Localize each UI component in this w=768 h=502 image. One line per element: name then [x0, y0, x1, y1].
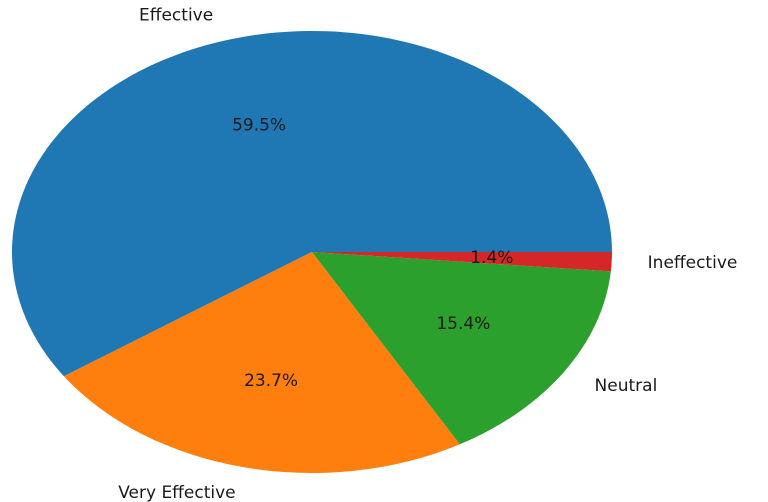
slice-label-neutral: Neutral — [595, 376, 658, 396]
pct-label-very-effective: 23.7% — [244, 371, 298, 391]
pie-slices — [11, 31, 612, 473]
pct-label-effective: 59.5% — [232, 115, 286, 135]
slice-label-effective: Effective — [139, 5, 213, 25]
slice-label-ineffective: Ineffective — [648, 253, 738, 273]
pie-slice-very-effective — [63, 252, 460, 473]
pie-labels: Effective 59.5% Very Effective 23.7% Neutral… — [118, 5, 737, 502]
pie-slice-neutral — [312, 252, 611, 445]
pie-slice-effective — [11, 31, 612, 377]
pct-label-neutral: 15.4% — [436, 314, 490, 334]
slice-label-very-effective: Very Effective — [118, 483, 235, 502]
pct-label-ineffective: 1.4% — [470, 248, 513, 268]
pie-slice-ineffective — [312, 252, 612, 272]
